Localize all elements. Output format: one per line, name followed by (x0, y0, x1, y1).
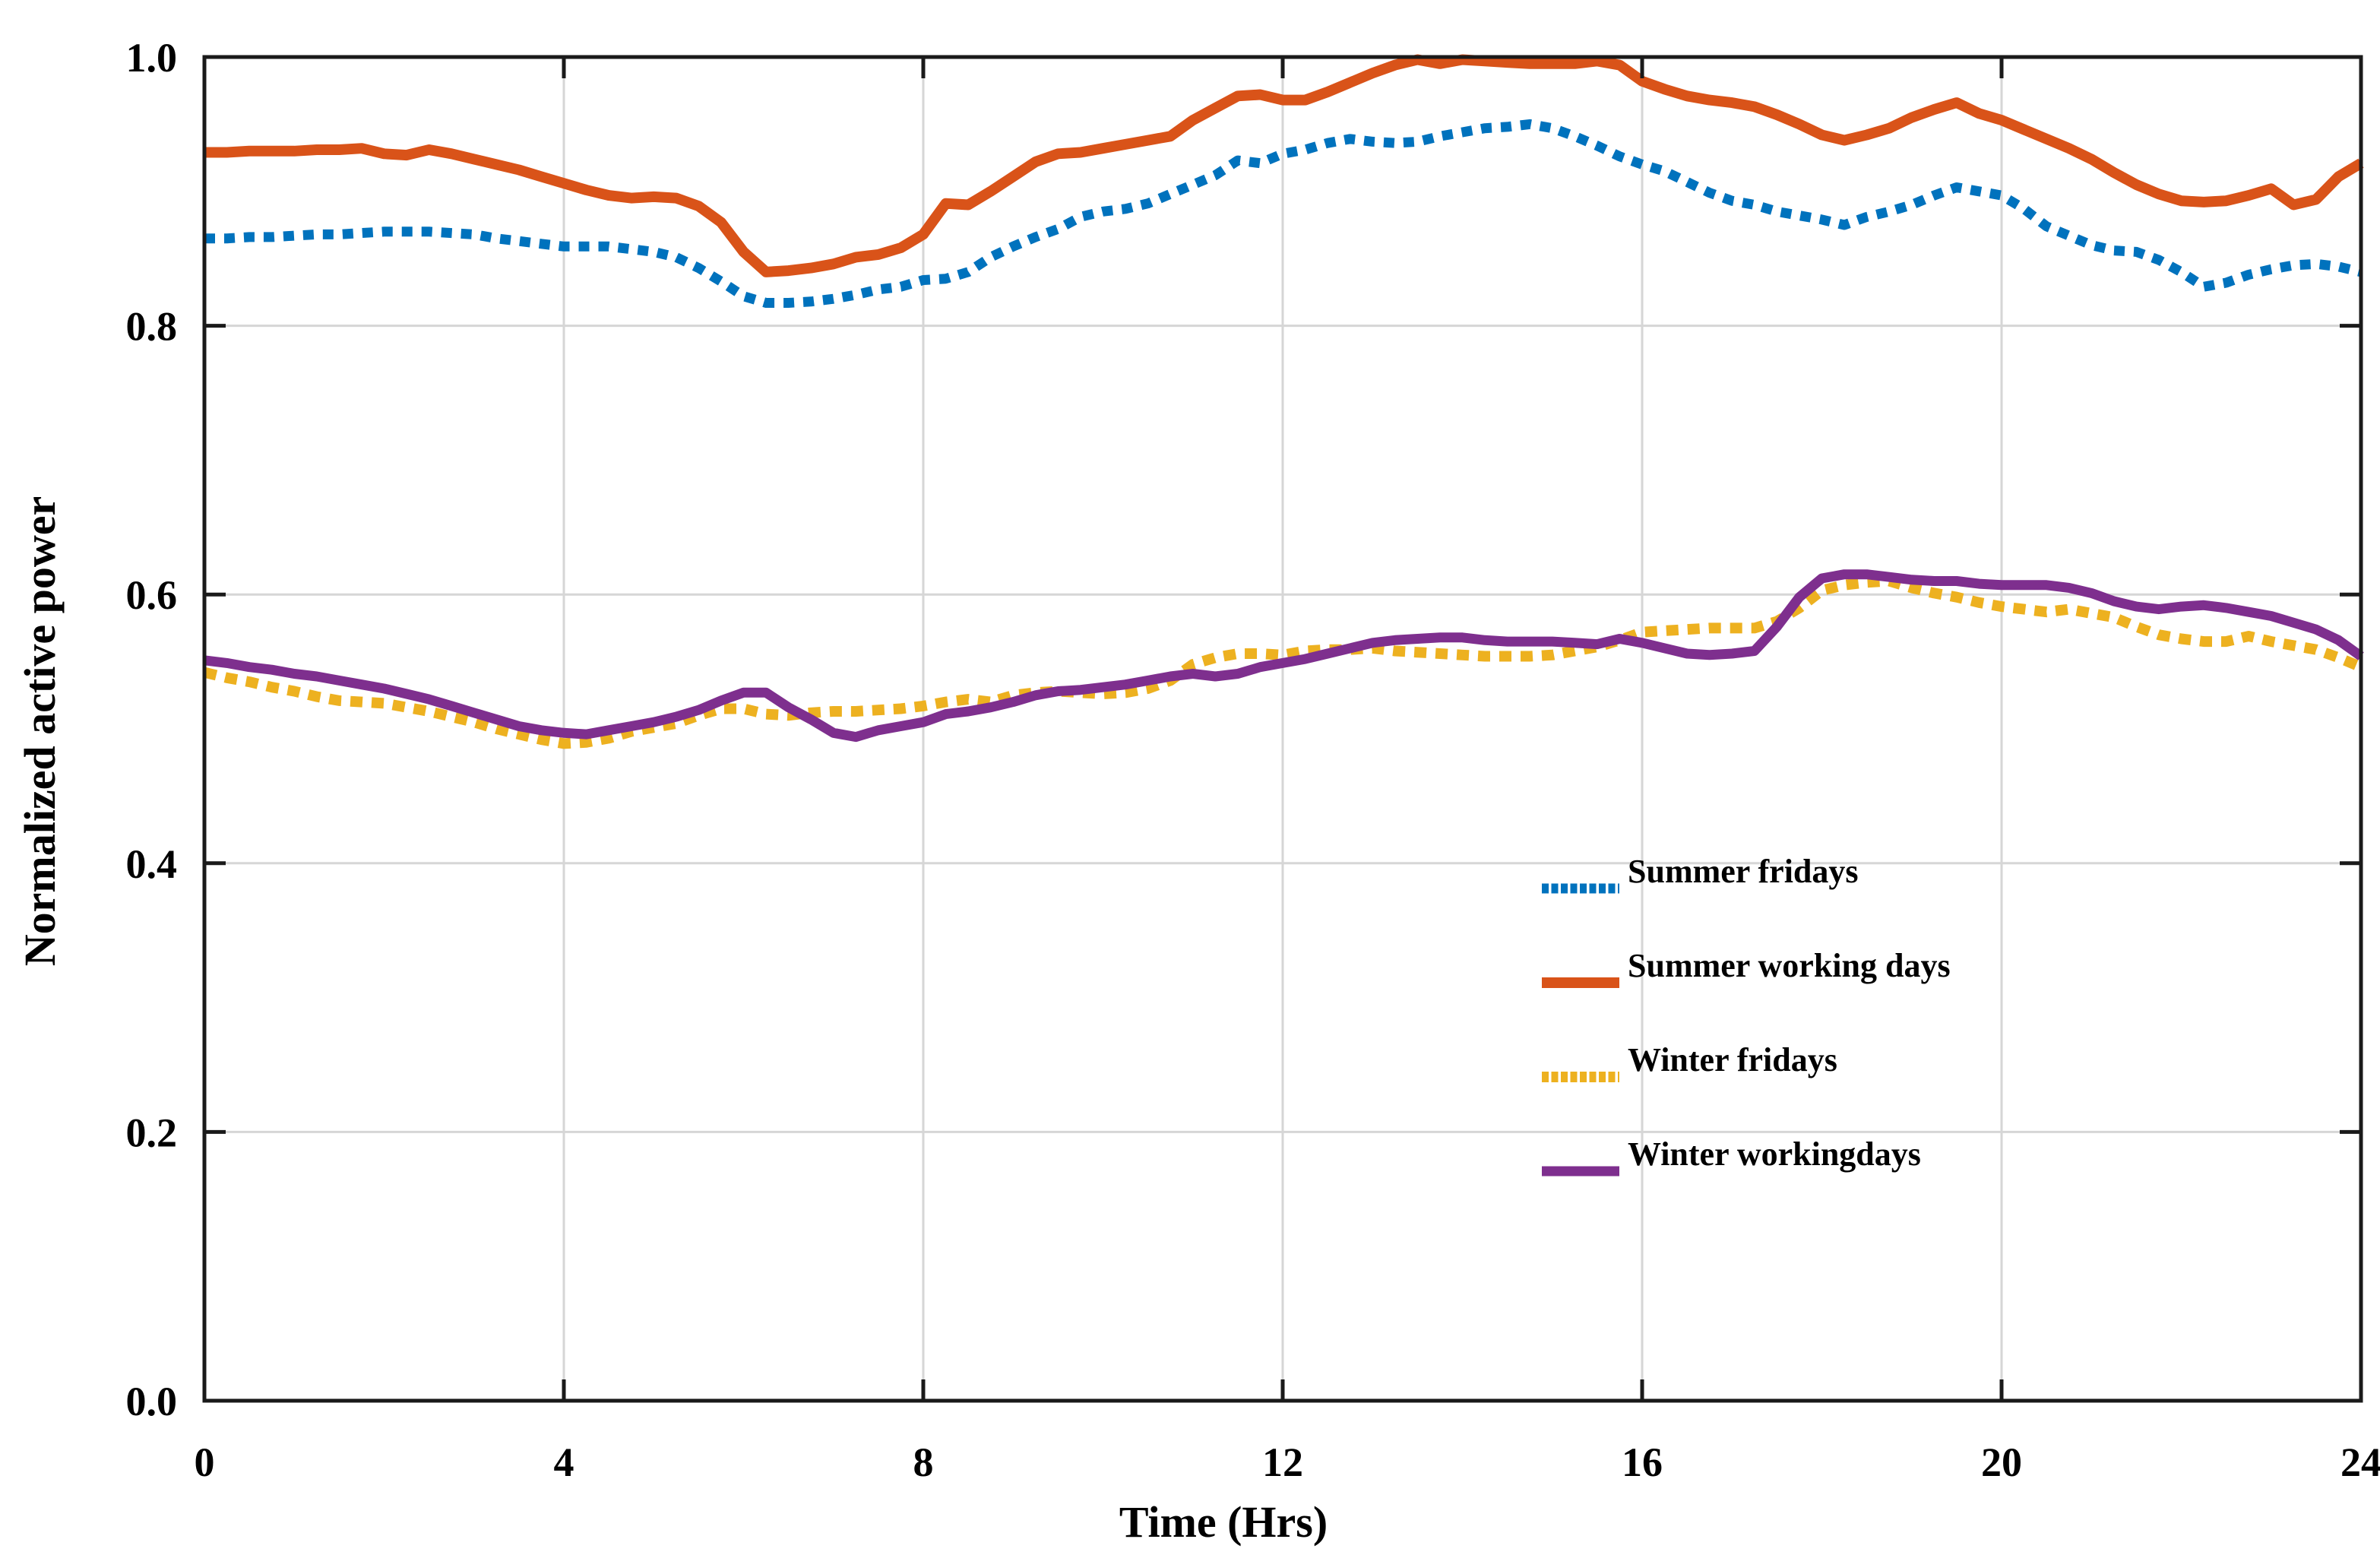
svg-text:0: 0 (195, 1439, 215, 1485)
legend-item-winter-fridays: Winter fridays (1541, 1037, 2027, 1083)
legend-item-winter-workingdays: Winter workingdays (1541, 1132, 2027, 1177)
legend-label-winter-workingdays: Winter workingdays (1628, 1135, 1921, 1173)
legend-line-sample-summer-working-days (1542, 977, 1619, 988)
svg-text:1.0: 1.0 (126, 35, 178, 81)
legend-item-summer-fridays: Summer fridays (1541, 849, 2027, 895)
legend-line-sample-summer-fridays (1542, 883, 1619, 894)
legend-label-winter-fridays: Winter fridays (1628, 1041, 1837, 1078)
svg-text:0.6: 0.6 (126, 572, 178, 618)
svg-text:12: 12 (1262, 1439, 1303, 1485)
svg-text:20: 20 (1981, 1439, 2022, 1485)
legend-item-summer-working-days: Summer working days (1541, 943, 2027, 989)
svg-text:24: 24 (2340, 1439, 2380, 1485)
svg-text:8: 8 (913, 1439, 934, 1485)
axis-tick-labels: 0 4 8 12 16 20 24 0.0 0.2 0.4 0.6 0.8 1.0 (126, 35, 2380, 1485)
svg-text:0.8: 0.8 (126, 304, 178, 350)
x-axis-title: Time (Hrs) (1119, 1497, 1328, 1547)
legend-line-sample-winter-workingdays (1542, 1166, 1619, 1177)
svg-text:16: 16 (1622, 1439, 1663, 1485)
legend-label-summer-working-days: Summer working days (1628, 947, 1951, 984)
data-series-lines (203, 54, 2364, 749)
svg-text:0.2: 0.2 (126, 1110, 178, 1155)
svg-text:0.4: 0.4 (126, 841, 178, 887)
y-axis-title: Normalized active power (15, 496, 65, 966)
svg-text:0.0: 0.0 (126, 1379, 178, 1424)
svg-text:4: 4 (554, 1439, 574, 1485)
legend-line-sample-winter-fridays (1542, 1072, 1619, 1082)
legend-label-summer-fridays: Summer fridays (1628, 853, 1859, 890)
axis-tick-marks (202, 55, 2363, 1403)
